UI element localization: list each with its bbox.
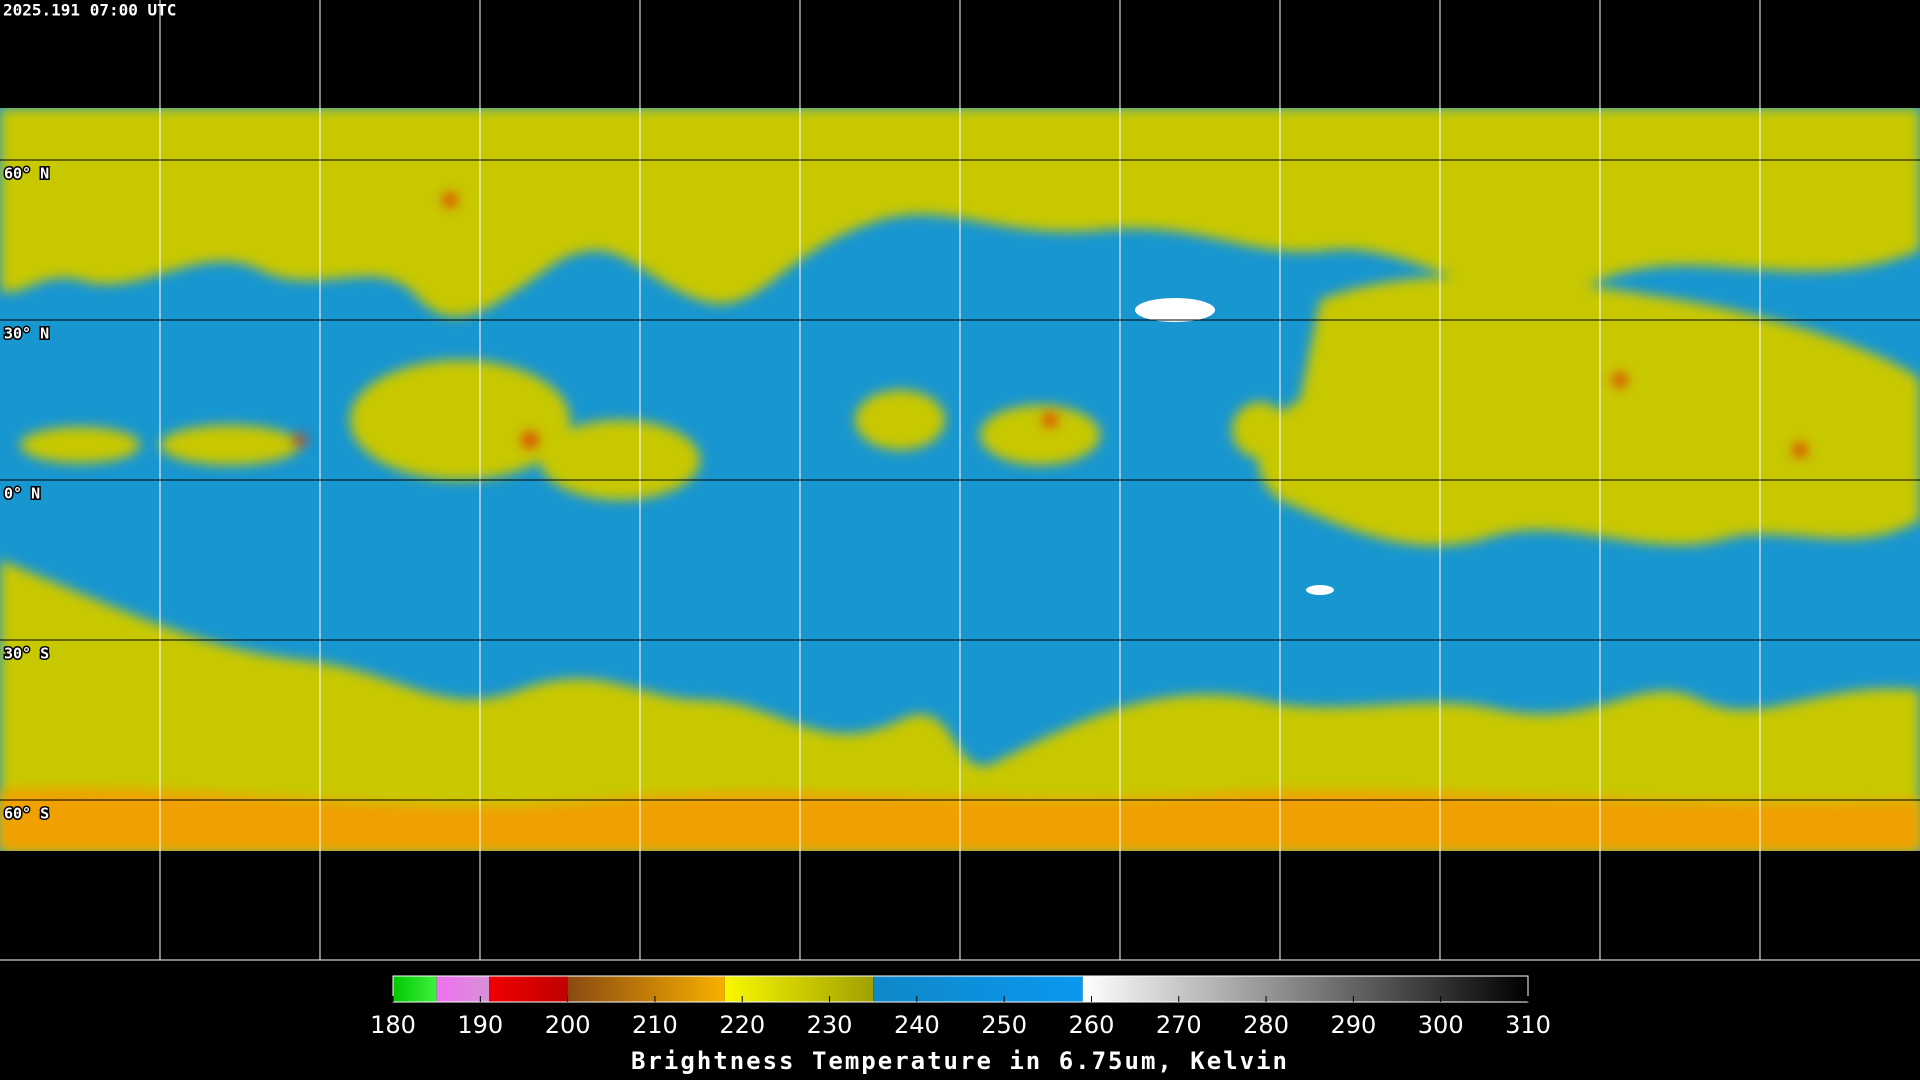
- colorbar-tick-label: 240: [894, 1011, 940, 1039]
- colorbar-tick-label: 230: [807, 1011, 853, 1039]
- dry-spot: [1135, 298, 1215, 322]
- colorbar-tick-label: 310: [1505, 1011, 1551, 1039]
- colorbar-tick-label: 180: [370, 1011, 416, 1039]
- colorbar-tick-label: 210: [632, 1011, 678, 1039]
- colorbar-tick-label: 290: [1330, 1011, 1376, 1039]
- graticule: 60° N 30° N 0° N 30° S 60° S: [0, 0, 1920, 961]
- colorbar: 180 190 200 210 220 230 240 250 260 270 280 290 300 3…: [370, 975, 1551, 1039]
- colorbar-tick-label: 280: [1243, 1011, 1289, 1039]
- colorbar-frame: [392, 975, 1529, 1003]
- latitude-label: 30° S: [4, 645, 49, 663]
- colorbar-tick-label: 190: [457, 1011, 503, 1039]
- colorbar-segment: [724, 976, 874, 1002]
- dry-spot: [1306, 585, 1334, 595]
- colorbar-segment: [1082, 976, 1528, 1002]
- timestamp: 2025.191 07:00 UTC: [3, 1, 176, 20]
- colorbar-tick-label: 200: [545, 1011, 591, 1039]
- colorbar-segment: [436, 976, 490, 1002]
- tropical-cloud: [160, 425, 300, 465]
- tropical-cloud: [540, 420, 700, 500]
- colorbar-tick-label: 300: [1418, 1011, 1464, 1039]
- colorbar-segment: [393, 976, 437, 1002]
- latitude-label: 0° N: [4, 485, 40, 503]
- latitude-label: 60° S: [4, 805, 49, 823]
- colorbar-tick-label: 220: [719, 1011, 765, 1039]
- latitude-label: 30° N: [4, 325, 49, 343]
- latitude-label: 60° N: [4, 165, 49, 183]
- colorbar-tick-label: 250: [981, 1011, 1027, 1039]
- tropical-cloud: [350, 360, 570, 480]
- colorbar-tick-label: 270: [1156, 1011, 1202, 1039]
- colorbar-segment: [567, 976, 725, 1002]
- tropical-cloud: [980, 405, 1100, 465]
- colorbar-tick-label: 260: [1069, 1011, 1115, 1039]
- asian-monsoon-cloud: [1258, 276, 1920, 546]
- colorbar-segment: [873, 976, 1083, 1002]
- tropical-cloud: [1232, 402, 1288, 458]
- tropical-cloud: [20, 427, 140, 463]
- colorbar-segment: [489, 976, 568, 1002]
- colorbar-title: Brightness Temperature in 6.75um, Kelvin: [631, 1047, 1289, 1075]
- tropical-cloud: [855, 390, 945, 450]
